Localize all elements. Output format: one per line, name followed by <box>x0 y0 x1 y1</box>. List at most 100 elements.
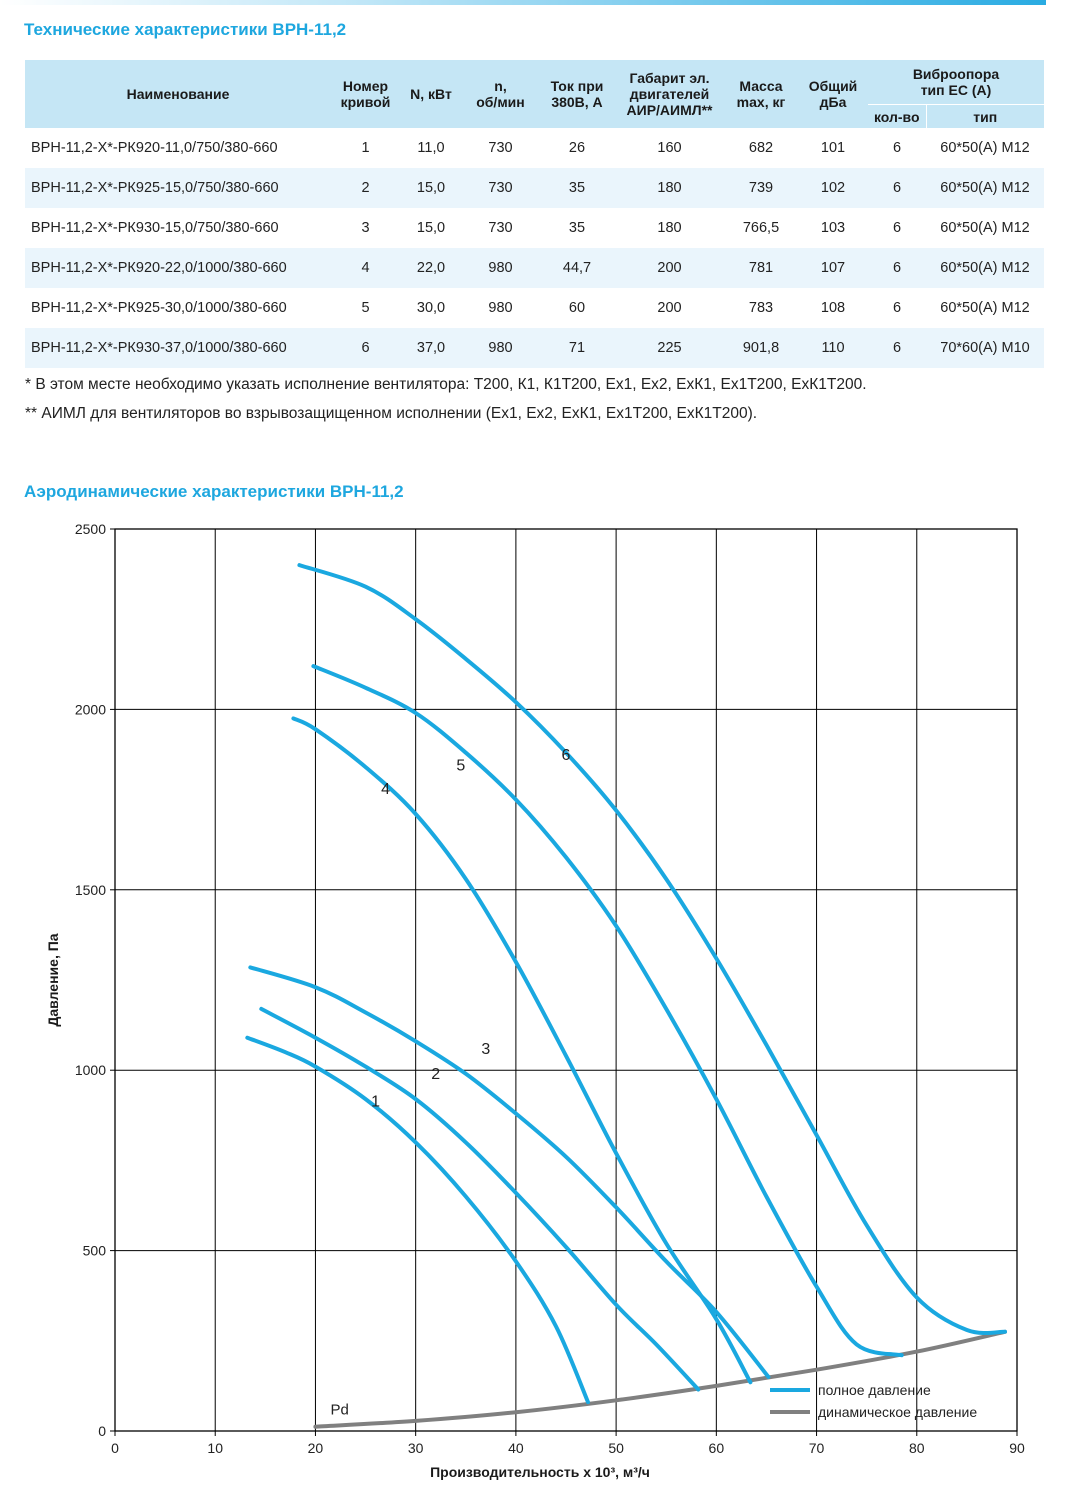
col-header-speed: n, об/мин <box>462 60 539 128</box>
col-header-motor: Габарит эл. двигателей АИР/АИМЛ** <box>615 60 724 128</box>
col-header-curve: Номер кривой <box>331 60 400 128</box>
cell-noise: 103 <box>820 220 846 236</box>
curve-label-4: 4 <box>381 781 390 798</box>
cell-power: 37,0 <box>400 328 462 368</box>
cell-speed: 730 <box>462 168 539 208</box>
chart-legend: полное давление динамическое давление <box>770 1382 977 1420</box>
cell-current: 35 <box>568 220 586 236</box>
aero-section-title: Аэродинамические характеристики ВРН-11,2 <box>24 482 404 501</box>
cell-noise: 101 <box>820 140 846 156</box>
cell-name: ВРН-11,2-Х*-РК930-37,0/1000/380-660 <box>25 328 331 368</box>
cell-noise: 102 <box>798 168 868 208</box>
table-row: ВРН-11,2-Х*-РК925-15,0/750/380-660 2 15,… <box>25 168 1044 208</box>
pressure-curve-1 <box>245 1035 590 1405</box>
cell-mass: 682 <box>748 140 774 156</box>
cell-mass: 783 <box>748 300 774 316</box>
col-header-noise: Общий дБа <box>798 60 868 128</box>
cell-vibro-type: 60*50(А) М12 <box>940 300 1030 316</box>
spec-table: Наименование Номер кривой N, кВт n, об/мин… <box>25 60 1044 368</box>
cell-motor: 180 <box>615 168 724 208</box>
aero-chart: 0 10 20 30 40 50 60 70 80 9005001000150020002500 … <box>45 521 1025 1480</box>
cell-current: 60 <box>568 300 586 316</box>
y-axis-title: Давление, Па <box>45 933 61 1026</box>
pressure-curve-4 <box>291 716 753 1385</box>
footnote-execution: * В этом месте необходимо указать исполн… <box>25 376 867 393</box>
pressure-curves <box>245 563 1007 1405</box>
table-row: ВРН-11,2-Х*-РК930-37,0/1000/380-660 6 37… <box>25 328 1044 368</box>
pressure-curve-3 <box>248 965 771 1379</box>
x-tick-label: 80 <box>909 1440 925 1456</box>
table-row: ВРН-11,2-Х*-РК920-22,0/1000/380-660 4 22… <box>25 248 1044 288</box>
cell-power: 11,0 <box>417 140 445 156</box>
x-tick-label: 20 <box>308 1440 324 1456</box>
cell-power: 15,0 <box>400 168 462 208</box>
cell-name: ВРН-11,2-Х*-РК925-30,0/1000/380-660 <box>31 300 287 316</box>
cell-vibro-qty: 6 <box>892 220 902 236</box>
plot-frame <box>114 528 1018 1432</box>
cell-motor: 225 <box>615 328 724 368</box>
axis-ticks: 0 10 20 30 40 50 60 70 80 90 0 500 1000 1500 2000 2500 <box>75 521 1025 1456</box>
col-header-power: N, кВт <box>400 60 462 128</box>
cell-current: 35 <box>539 168 615 208</box>
cell-speed: 980 <box>488 300 513 316</box>
y-tick-label: 2000 <box>75 701 106 717</box>
x-tick-label: 30 <box>408 1440 424 1456</box>
cell-curve: 2 <box>331 168 400 208</box>
table-row: ВРН-11,2-Х*-РК925-30,0/1000/380-660 5 30… <box>25 288 1044 328</box>
cell-curve: 5 <box>361 300 370 316</box>
x-tick-label: 0 <box>111 1440 119 1456</box>
curve-label-2: 2 <box>431 1066 440 1083</box>
cell-speed: 730 <box>488 140 513 156</box>
cell-vibro-qty: 6 <box>868 328 926 368</box>
legend-label-dynamic: динамическое давление <box>818 1404 977 1420</box>
cell-vibro-qty: 6 <box>892 140 902 156</box>
table-row: ВРН-11,2-Х*-РК930-15,0/750/380-660 3 15,… <box>25 208 1044 248</box>
y-tick-label: 2500 <box>75 521 106 537</box>
cell-vibro-type: 60*50(А) М12 <box>926 168 1044 208</box>
cell-speed: 730 <box>488 220 513 236</box>
cell-vibro-type: 60*50(А) М12 <box>926 248 1044 288</box>
x-tick-label: 70 <box>809 1440 825 1456</box>
cell-mass: 781 <box>724 248 798 288</box>
x-tick-label: 40 <box>508 1440 524 1456</box>
grid-lines <box>115 529 1017 1431</box>
cell-vibro-type: 60*50(А) М12 <box>940 220 1030 236</box>
cell-motor: 200 <box>657 300 682 316</box>
y-tick-label: 1000 <box>75 1062 106 1078</box>
cell-current: 71 <box>539 328 615 368</box>
x-tick-label: 60 <box>709 1440 725 1456</box>
cell-vibro-type: 60*50(А) М12 <box>940 140 1030 156</box>
cell-curve: 6 <box>331 328 400 368</box>
x-tick-label: 90 <box>1009 1440 1025 1456</box>
cell-power: 30,0 <box>416 300 446 316</box>
y-tick-label: 1500 <box>75 882 106 898</box>
col-header-name: Наименование <box>25 60 331 128</box>
cell-mass: 739 <box>724 168 798 208</box>
cell-name: ВРН-11,2-Х*-РК925-15,0/750/380-660 <box>25 168 331 208</box>
cell-motor: 200 <box>615 248 724 288</box>
cell-vibro-qty: 6 <box>868 248 926 288</box>
cell-noise: 110 <box>798 328 868 368</box>
cell-curve: 1 <box>361 140 370 156</box>
tech-section-title: Технические характеристики ВРН-11,2 <box>24 20 347 39</box>
curve-labels: 1 2 3 4 5 6 <box>371 747 570 1110</box>
cell-noise: 108 <box>820 300 846 316</box>
cell-vibro-qty: 6 <box>868 168 926 208</box>
pressure-curve-5 <box>311 664 904 1358</box>
cell-curve: 3 <box>361 220 370 236</box>
curve-label-1: 1 <box>371 1093 380 1110</box>
col-header-current: Ток при 380В, А <box>539 60 615 128</box>
cell-motor: 180 <box>657 220 682 236</box>
col-header-vibro-type: тип <box>926 104 1044 128</box>
cell-power: 15,0 <box>416 220 446 236</box>
pressure-curve-2 <box>259 1006 701 1392</box>
cell-vibro-type: 70*60(А) М10 <box>926 328 1044 368</box>
cell-noise: 107 <box>798 248 868 288</box>
y-tick-label: 500 <box>83 1243 107 1259</box>
cell-speed: 980 <box>462 248 539 288</box>
curve-label-6: 6 <box>562 747 571 764</box>
legend-label-total: полное давление <box>818 1382 931 1398</box>
pressure-curve-6 <box>297 563 1007 1335</box>
table-row: ВРН-11,2-Х*-РК920-11,0/750/380-660 1 11,… <box>25 128 1044 168</box>
y-tick-label: 0 <box>98 1423 106 1439</box>
